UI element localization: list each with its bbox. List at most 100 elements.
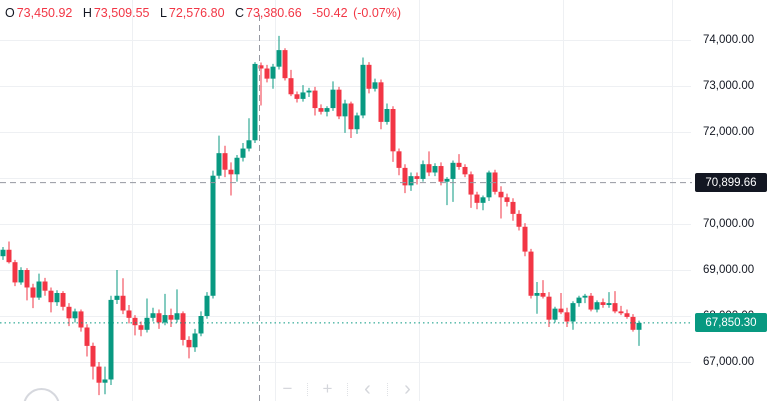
last-price-value: 67,850.30 [705, 316, 757, 329]
candle [102, 366, 108, 395]
candle [588, 293, 594, 312]
candle [162, 293, 168, 326]
candle [78, 309, 84, 332]
candle [168, 308, 174, 328]
candle [306, 87, 312, 98]
candle [66, 303, 72, 327]
candle [480, 195, 486, 211]
candle [534, 281, 540, 314]
candle [24, 268, 30, 301]
candle [198, 311, 204, 337]
candle [84, 324, 90, 357]
chart-nav-controls: − + ‹ › [279, 378, 416, 400]
candle [402, 164, 408, 194]
candle [606, 292, 612, 308]
candle [420, 160, 426, 182]
candle [504, 193, 510, 207]
candle [216, 135, 222, 179]
candle [366, 62, 372, 94]
candle [570, 301, 576, 330]
candle [186, 336, 192, 359]
candle [30, 283, 36, 309]
price-axis-label: 72,000.00 [703, 125, 755, 138]
candle [6, 241, 12, 264]
tradingview-logo-text: TV [32, 399, 51, 401]
candle [558, 293, 564, 315]
candle [516, 210, 522, 231]
candle [114, 270, 120, 305]
candle [396, 148, 402, 176]
scroll-left-button[interactable]: ‹ [364, 378, 371, 400]
candle [144, 298, 150, 333]
candle [120, 278, 126, 315]
candle [204, 292, 210, 319]
zoom-in-button[interactable]: + [322, 379, 333, 398]
candle [486, 170, 492, 201]
candle [360, 57, 366, 119]
candle [312, 86, 318, 116]
candle [96, 362, 102, 396]
candle [384, 103, 390, 125]
zoom-out-button[interactable]: − [282, 379, 293, 398]
candle [618, 305, 624, 316]
ohlc-legend: O 73,450.92 H 73,509.55 L 72,576.80 C 73,380… [5, 6, 401, 20]
candle [192, 328, 198, 352]
candle [228, 162, 234, 196]
candle [582, 293, 588, 304]
candle [126, 304, 132, 324]
candle [108, 295, 114, 385]
candle [528, 248, 534, 299]
candle [522, 223, 528, 257]
candle [270, 63, 276, 89]
candle [276, 35, 282, 70]
candle [468, 171, 474, 208]
price-axis[interactable]: 74,000.00 73,000.00 72,000.00 70,000.00 69,0… [692, 0, 780, 401]
candle [372, 78, 378, 92]
candle [156, 309, 162, 329]
high-value: 73,509.55 [93, 6, 150, 20]
candle [180, 311, 186, 346]
candle [72, 308, 78, 323]
controls-divider [347, 382, 348, 396]
candle [324, 106, 330, 117]
candle [474, 191, 480, 210]
candle [222, 145, 228, 178]
candle [282, 48, 288, 81]
scroll-right-button[interactable]: › [404, 378, 411, 400]
candle [564, 307, 570, 328]
candle [174, 289, 180, 323]
candle [600, 298, 606, 308]
candle [330, 81, 336, 111]
price-axis-label: 67,000.00 [703, 355, 755, 368]
candle [342, 99, 348, 133]
candle [258, 62, 264, 106]
crosshair [0, 15, 695, 401]
candle [90, 342, 96, 380]
open-value: 73,450.92 [16, 6, 73, 20]
candle [630, 314, 636, 332]
candle [60, 291, 66, 311]
candle [18, 267, 24, 285]
low-value: 72,576.80 [168, 6, 225, 20]
candle [378, 79, 384, 130]
candle [264, 64, 270, 83]
change-value: -50.42 [312, 6, 348, 20]
candle [12, 259, 18, 287]
candle [390, 106, 396, 162]
candle [252, 62, 258, 144]
candle [288, 69, 294, 97]
candle [438, 162, 444, 186]
candle [150, 307, 156, 322]
candle [294, 91, 300, 103]
candle [612, 291, 618, 314]
change-percent: (-0.07%) [353, 6, 401, 20]
close-value: 73,380.66 [246, 6, 302, 20]
candle [300, 85, 306, 102]
price-axis-label: 73,000.00 [703, 79, 755, 92]
candle [624, 309, 630, 319]
candle [594, 300, 600, 313]
candle [510, 198, 516, 221]
candle [540, 280, 546, 299]
